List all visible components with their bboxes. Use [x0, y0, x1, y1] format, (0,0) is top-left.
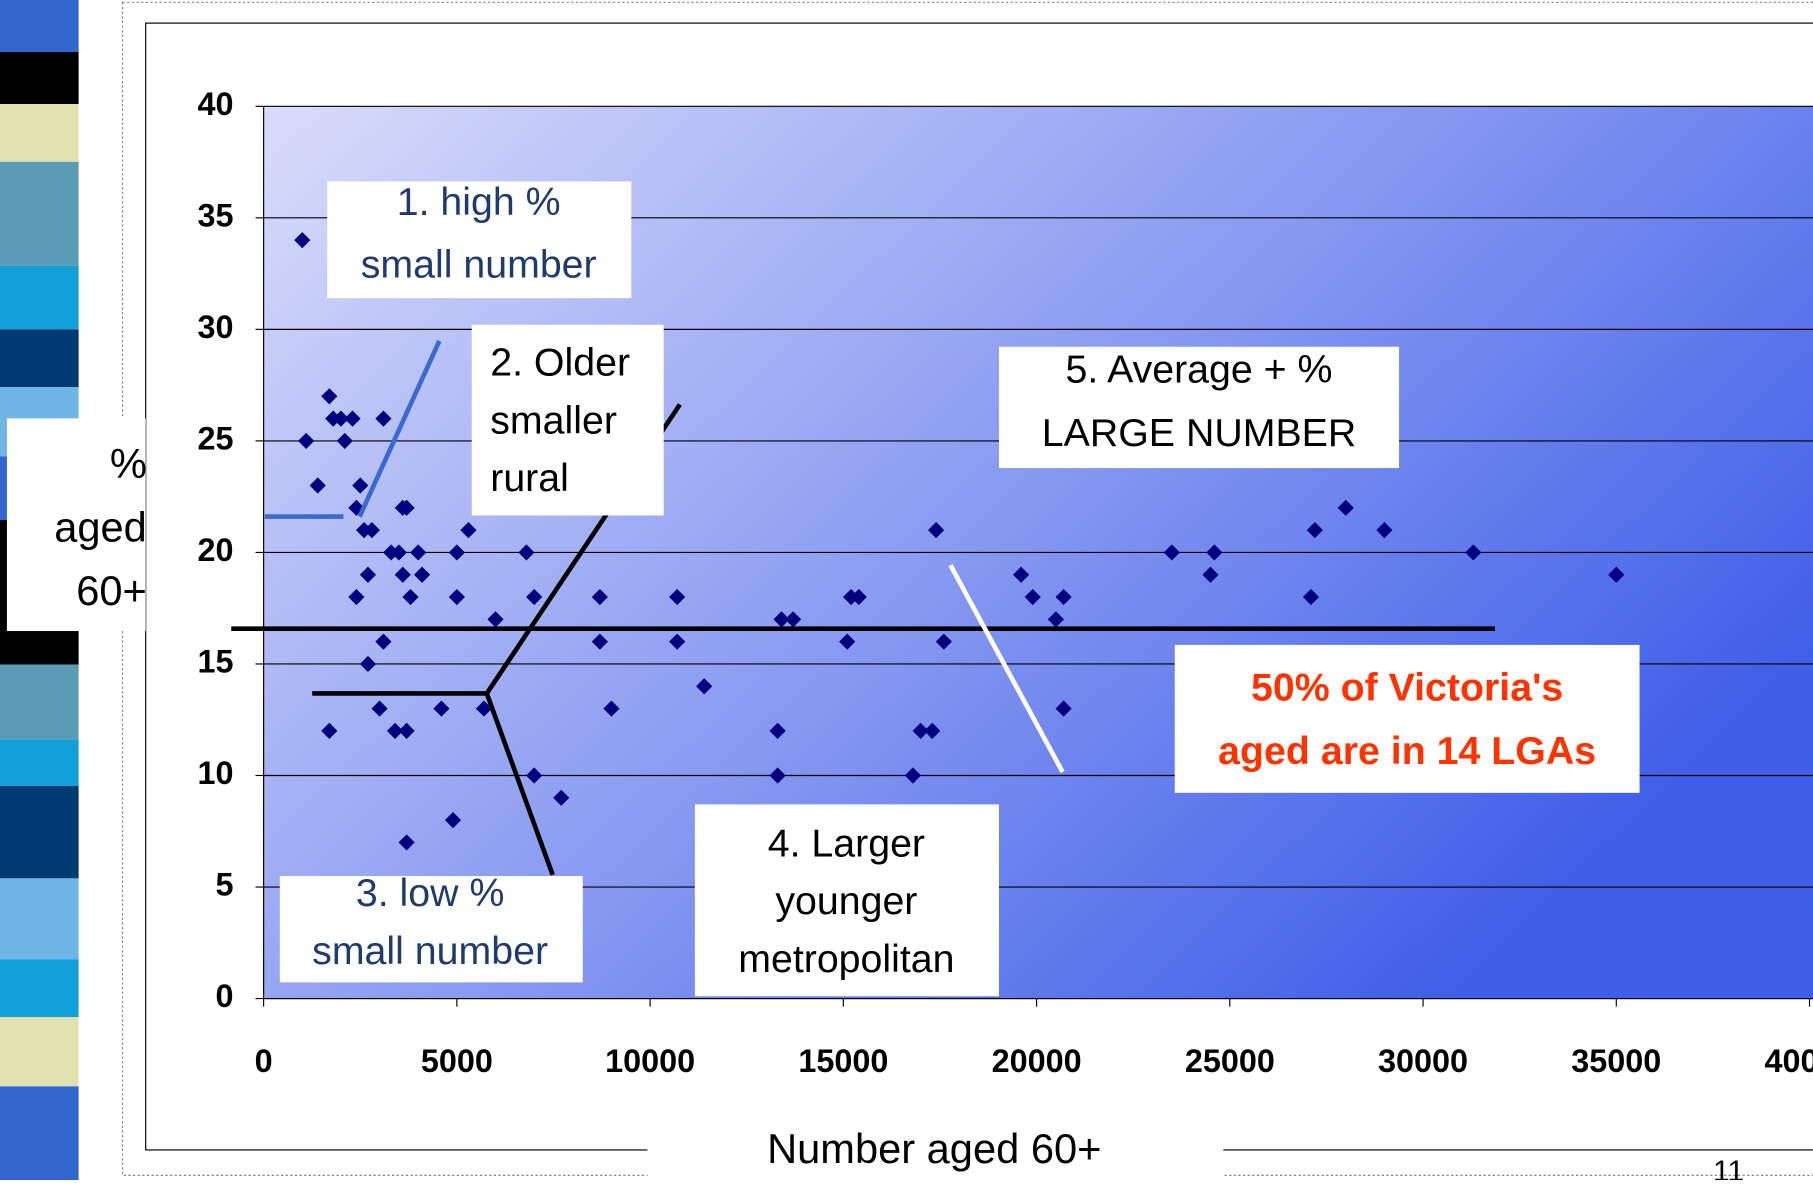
annotation-text: 2. Older: [490, 341, 630, 385]
y-axis-label-line: 60+: [76, 567, 147, 614]
annotation-text: rural: [490, 456, 569, 500]
y-tick-label: 25: [198, 420, 234, 456]
y-tick-label: 0: [216, 978, 234, 1014]
page: 0 5 10 15 20 25 30 35 40 0 5000 10000 15000 20000 2500…: [0, 0, 1813, 1180]
x-axis-label: Number aged 60+: [767, 1125, 1101, 1172]
y-tick-label: 30: [198, 309, 234, 345]
annotation-text: small number: [361, 242, 597, 286]
annotation-text: 50% of Victoria's: [1251, 665, 1563, 709]
x-tick-label: 35000: [1571, 1043, 1661, 1079]
x-tick-label: 10000: [605, 1043, 695, 1079]
annotation-text: 3. low %: [356, 871, 505, 915]
annotation-text: small number: [312, 929, 548, 973]
page-number: 11: [1713, 1155, 1744, 1180]
x-tick-label: 5000: [421, 1043, 493, 1079]
x-tick-label: 40000: [1765, 1043, 1813, 1079]
y-tick-label: 35: [198, 197, 234, 233]
x-tick-label: 0: [255, 1043, 273, 1079]
y-tick-label: 20: [198, 532, 234, 568]
annotation-text: 4. Larger: [768, 821, 925, 865]
annotation-text: 5. Average + %: [1066, 348, 1333, 392]
x-tick-label: 30000: [1378, 1043, 1468, 1079]
y-tick-label: 5: [216, 867, 234, 903]
slide: 0 5 10 15 20 25 30 35 40 0 5000 10000 15000 20000 2500…: [0, 0, 1813, 1180]
annotation-text: smaller: [490, 398, 617, 442]
y-tick-label: 40: [198, 86, 234, 122]
annotation-text: aged are in 14 LGAs: [1218, 729, 1596, 773]
y-tick-label: 10: [198, 755, 234, 791]
annotation-text: younger: [775, 879, 917, 923]
annotation-text: LARGE NUMBER: [1042, 411, 1357, 455]
annotation-text: 1. high %: [397, 180, 561, 224]
x-tick-label: 15000: [798, 1043, 888, 1079]
x-tick-label: 25000: [1185, 1043, 1275, 1079]
y-tick-label: 15: [198, 644, 234, 680]
y-axis-label-line: aged: [54, 503, 147, 550]
annotation-text: metropolitan: [738, 937, 954, 981]
y-axis-label-line: %: [110, 440, 147, 487]
x-tick-label: 20000: [992, 1043, 1082, 1079]
